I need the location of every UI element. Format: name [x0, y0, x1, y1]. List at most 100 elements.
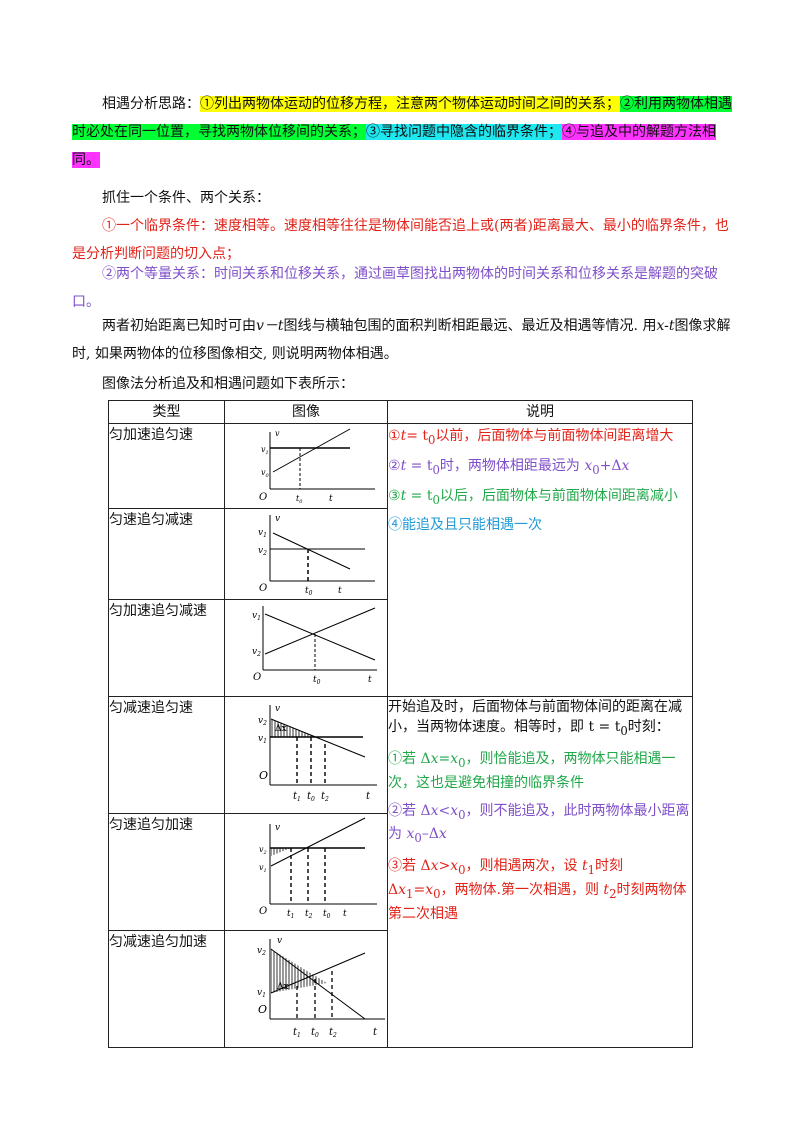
table-row: 匀速追匀减速 v v1 v2 O t0 t — [108, 508, 693, 600]
v2-label: v2 — [257, 946, 266, 957]
header-graph: 图像 — [224, 400, 388, 424]
desc-g1: ①若 Δx=x0，则恰能追及，两物体只能相遇一次，这也是避免相撞的临界条件 — [388, 749, 692, 793]
para3-xt: x-t — [656, 318, 675, 334]
desc-cell-group1: ①t= t0以前，后面物体与前面物体间距离增大 ②t = t0时，两物体相距最远… — [387, 423, 693, 697]
t1-label: t1 — [287, 909, 294, 920]
table-row: 匀减速追匀速 Δx v v2 v1 O — [108, 696, 693, 1048]
intro-paragraph: 相遇分析思路：①列出两物体运动的位移方程，注意两个物体运动时间之间的关系；②利用… — [72, 90, 732, 174]
axis-t-label: t — [338, 586, 342, 595]
para3-vt: v－t — [256, 318, 284, 334]
table-row: 匀加速追匀速 v v1 v0 O t0 t ①t= t0以前，后面物体与前面物体… — [108, 423, 693, 697]
header-type: 类型 — [108, 400, 225, 424]
d3a: ③ — [388, 487, 401, 504]
dx-label: Δx — [277, 982, 289, 992]
highlight-step1: ①列出两物体运动的位移方程，注意两个物体运动时间之间的关系； — [200, 96, 620, 112]
g2f: ，则不能追及，此时两物体最小距离为 — [388, 802, 690, 843]
t1-label: t1 — [293, 791, 301, 803]
d3d: 0 — [432, 492, 440, 507]
d2c: = t — [406, 457, 433, 474]
table-intro: 图像法分析追及和相遇问题如下表所示： — [102, 376, 354, 392]
desc-3: ③t = t0以后，后面物体与前面物体间距离减小 — [388, 486, 692, 510]
graph-decel-chase-accel: Δx v v2 v1 O t1 t0 t2 t — [257, 936, 385, 1039]
d2b: t — [400, 457, 407, 474]
g3a: ③若 Δ — [388, 858, 431, 875]
axis-v-label: v — [275, 704, 280, 714]
table-row: 匀速追匀加速 v v2 v1 O t1 — [108, 813, 693, 931]
graph-uniform-chase-accel: v v2 v1 O t1 t2 t0 t — [259, 817, 377, 920]
t2-label: t2 — [329, 1027, 337, 1039]
d1c: = t — [406, 428, 429, 444]
desc-4: ④能追及且只能相遇一次 — [388, 517, 542, 534]
graph-cell: v v2 v1 O t1 t2 t0 t — [224, 813, 388, 931]
grasp-line: 抓住一个条件、两个关系： — [102, 190, 270, 206]
para3-text-c: 图像求解时, 如果两物体的位移图像相交, 则说明两物体相遇。 — [72, 318, 731, 362]
intro-label: 相遇分析思路： — [102, 96, 200, 112]
origin-label: O — [259, 769, 268, 782]
t1-label: t1 — [293, 1027, 301, 1039]
header-desc: 说明 — [387, 400, 693, 424]
v1-label: v1 — [257, 988, 266, 999]
v1-label: v1 — [258, 734, 267, 745]
g2d: x — [450, 802, 459, 819]
axis-t-label: t — [368, 675, 372, 685]
g3o: ，两物体.第一次相遇，则 — [440, 881, 604, 898]
d1a: ① — [388, 428, 401, 444]
axis-v-label: v — [275, 429, 280, 438]
t0-label: t0 — [313, 675, 321, 686]
v1-label: v1 — [259, 863, 267, 874]
g2b: x — [430, 802, 439, 819]
t0-label: t0 — [296, 494, 303, 504]
v1-label: v1 — [252, 611, 261, 622]
graph-decel-chase-uniform: Δx v v2 v1 O t1 t0 t2 t — [258, 704, 377, 803]
g1f: ，则恰能追及，两物体只能相遇一次，这也是避免相撞的临界条件 — [388, 750, 676, 791]
g2e: 0 — [458, 807, 466, 822]
g3b: x — [430, 858, 439, 875]
graph-cell: v v1 v0 O t0 t — [224, 423, 388, 509]
desc-cell-group2: 开始追及时，后面物体与前面物体间的距离在减小，当两物体速度。相等时，即 t = … — [387, 696, 693, 1048]
v2-label: v2 — [258, 716, 267, 727]
g3f: ，则相遇两次，设 — [465, 858, 582, 875]
v2-label: v2 — [259, 845, 267, 856]
g3m: x — [425, 881, 434, 898]
type-cell: 匀减速追匀速 — [108, 696, 225, 814]
graph-cell: Δx v v2 v1 O t1 t0 t2 t — [224, 696, 388, 814]
graph-cell: v1 v2 O t0 t — [224, 599, 388, 697]
type-cell: 匀速追匀加速 — [108, 813, 225, 931]
g3g: t — [581, 858, 588, 875]
axis-v-label: v — [275, 514, 280, 524]
g3q: 2 — [609, 886, 617, 901]
axis-t-label: t — [329, 494, 333, 504]
axis-v-label: v — [277, 936, 282, 946]
type-cell: 匀减速追匀加速 — [108, 930, 225, 1048]
g1b: x — [430, 750, 439, 767]
origin-label: O — [259, 906, 267, 917]
desc-g2: ②若 Δx<x0，则不能追及，此时两物体最小距离为 x0–Δx — [388, 801, 692, 849]
d2i: x — [621, 457, 630, 474]
t0-label: t0 — [311, 1027, 319, 1039]
d1b: t — [400, 428, 407, 444]
g3e: 0 — [458, 862, 466, 877]
desc-1: ①t= t0以前，后面物体与前面物体间距离增大 — [388, 426, 692, 450]
t0-label: t0 — [305, 586, 313, 595]
g3c: > — [438, 858, 451, 875]
axis-t-label: t — [343, 909, 347, 919]
d2h: +Δ — [599, 457, 622, 474]
axis-t-label: t — [373, 1027, 378, 1038]
graph-accel-chase-decel: v1 v2 O t0 t — [252, 606, 377, 686]
g2i: –Δ — [421, 826, 439, 843]
t0-label: t0 — [307, 791, 315, 803]
g1d: x — [450, 750, 459, 767]
g2a: ②若 Δ — [388, 802, 431, 819]
v1-label: v1 — [258, 528, 267, 539]
g3r: 时刻两物体第二次相遇 — [388, 881, 687, 922]
g2g: x — [406, 826, 415, 843]
origin-label: O — [253, 672, 261, 683]
d2e: 时，两物体相距最远为 — [439, 457, 585, 474]
highlight-step3: ③寻找问题中隐含的临界条件； — [366, 124, 562, 140]
type-cell: 匀加速追匀减速 — [108, 599, 225, 697]
d2a: ② — [388, 457, 401, 474]
desc-2: ②t = t0时，两物体相距最远为 x0+Δx — [388, 456, 692, 480]
graph-uniform-accel-chase-uniform: v v1 v0 O t0 t — [259, 428, 375, 505]
g1e: 0 — [458, 755, 466, 770]
g3n: 0 — [433, 886, 441, 901]
